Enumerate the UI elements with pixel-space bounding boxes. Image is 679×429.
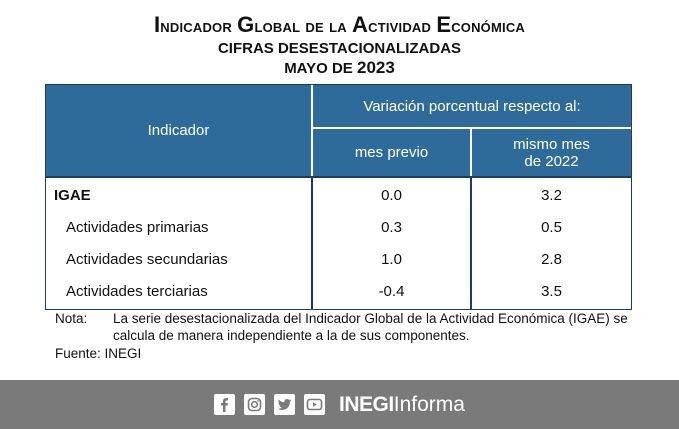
row-prev-value: 0.0 <box>381 187 402 204</box>
source-note: Fuente: INEGI <box>55 346 142 361</box>
header-divider <box>470 129 472 176</box>
row-label: Actividades terciarias <box>66 283 208 300</box>
table-row: Actividades terciarias -0.4 3.5 <box>46 276 631 308</box>
instagram-icon[interactable] <box>244 394 266 415</box>
data-table: Indicador Variación porcentual respecto … <box>45 84 632 310</box>
table-row: Actividades primarias 0.3 0.5 <box>46 212 631 244</box>
row-label: Actividades secundarias <box>66 251 228 268</box>
footnote-text: La serie desestacionalizada del Indicado… <box>113 311 628 343</box>
footnote-label: Nota: <box>55 311 88 326</box>
row-same-value: 3.5 <box>541 283 562 300</box>
main-title: Indicador Global de la Actividad Económi… <box>153 12 526 37</box>
table-row: IGAE 0.0 3.2 <box>46 180 631 212</box>
footer-bar: INEGIInforma <box>0 380 679 429</box>
youtube-icon[interactable] <box>304 394 326 415</box>
header-variation: Variación porcentual respecto al: <box>363 97 581 115</box>
title-block: Indicador Global de la Actividad Económi… <box>0 14 679 78</box>
row-same-value: 2.8 <box>541 251 562 268</box>
twitter-icon[interactable] <box>274 394 296 415</box>
period: MAYO DE 2023 <box>284 58 395 77</box>
row-same-value: 0.5 <box>541 219 562 236</box>
header-same-month: mismo mes de 2022 <box>513 135 590 170</box>
header-indicator: Indicador <box>147 122 210 139</box>
row-prev-value: -0.4 <box>378 283 405 300</box>
facebook-icon[interactable] <box>214 394 236 415</box>
social-icons <box>214 394 326 415</box>
header-bottom-rule <box>46 176 631 178</box>
row-prev-value: 1.0 <box>381 251 402 268</box>
column-divider <box>470 178 472 309</box>
table-row: Actividades secundarias 1.0 2.8 <box>46 244 631 276</box>
inegi-informa-logo[interactable]: INEGIInforma <box>339 392 465 416</box>
row-label: IGAE <box>54 187 91 204</box>
header-divider <box>313 127 631 129</box>
column-divider <box>311 178 313 309</box>
table-header: Indicador Variación porcentual respecto … <box>46 85 631 176</box>
header-divider <box>311 85 313 176</box>
row-same-value: 3.2 <box>541 187 562 204</box>
header-prev-month: mes previo <box>354 144 429 161</box>
subtitle: CIFRAS DESESTACIONALIZADAS <box>217 40 462 57</box>
row-label: Actividades primarias <box>66 219 209 236</box>
row-prev-value: 0.3 <box>381 219 402 236</box>
